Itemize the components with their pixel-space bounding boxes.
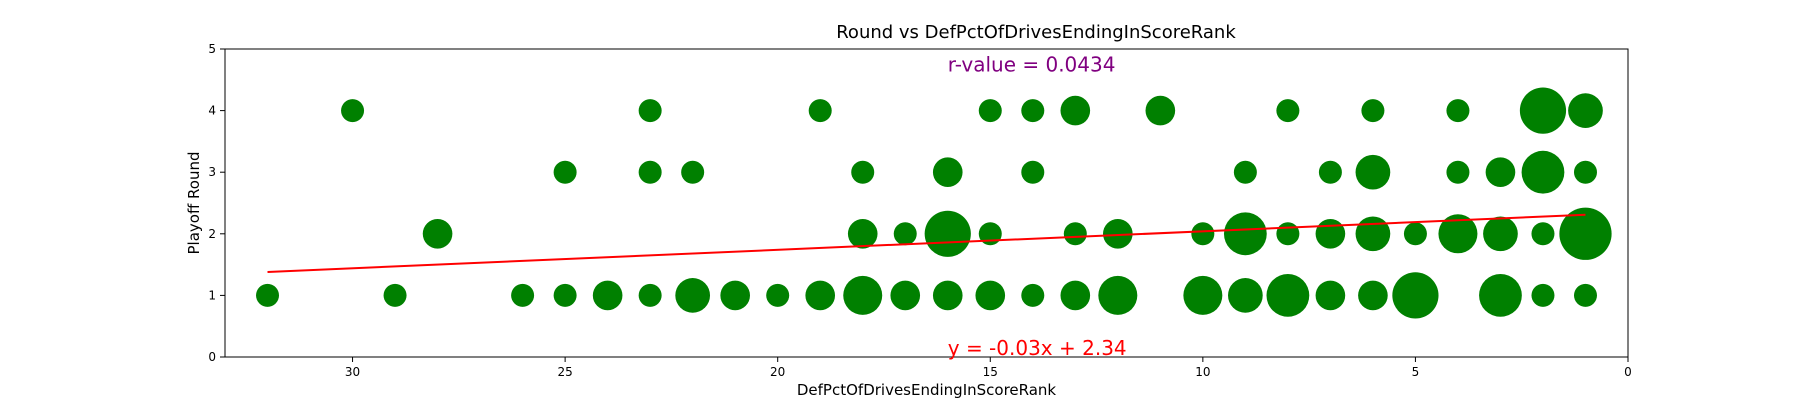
data-point (1021, 160, 1045, 184)
data-point (1355, 154, 1391, 190)
data-point (1531, 222, 1555, 246)
data-point (1315, 280, 1346, 311)
data-point (1483, 216, 1518, 252)
y-tick-label: 5 (208, 42, 216, 56)
x-tick-label: 25 (557, 365, 572, 379)
data-point (1021, 99, 1045, 123)
x-tick-label: 20 (770, 365, 785, 379)
data-point (1446, 160, 1470, 184)
data-point (847, 218, 878, 249)
data-point (1392, 272, 1439, 319)
data-point (1183, 275, 1223, 315)
data-point (843, 275, 883, 315)
data-point (1573, 160, 1597, 184)
x-tick-label: 30 (345, 365, 360, 379)
data-point (1568, 93, 1603, 128)
data-point (1355, 216, 1391, 252)
data-point (511, 283, 535, 307)
data-point (1021, 283, 1045, 307)
data-point (1403, 222, 1427, 246)
data-point (1446, 99, 1470, 123)
data-point (1438, 214, 1478, 254)
fit-layer (267, 213, 1586, 273)
y-tick-label: 4 (208, 104, 216, 118)
points-layer (256, 87, 1612, 319)
data-point (851, 160, 875, 184)
data-point (805, 280, 836, 311)
data-point (1276, 222, 1300, 246)
y-tick-label: 3 (208, 165, 216, 179)
data-point (1060, 95, 1091, 126)
data-point (1060, 280, 1091, 311)
y-tick-label: 1 (208, 288, 216, 302)
x-axis-title: DefPctOfDrivesEndingInScoreRank (797, 381, 1057, 399)
equation-annotation: y = -0.03x + 2.34 (948, 336, 1127, 360)
y-axis-title: Playoff Round (185, 151, 203, 254)
data-point (1233, 160, 1257, 184)
data-point (1358, 280, 1388, 311)
data-point (932, 157, 963, 188)
data-point (890, 280, 921, 311)
x-tick-label: 5 (1412, 365, 1420, 379)
data-point (422, 218, 453, 249)
data-point (975, 280, 1006, 311)
data-point (383, 283, 407, 307)
data-point (638, 160, 662, 184)
data-point (1191, 222, 1215, 246)
y-axis: 0 1 2 3 4 5 (208, 42, 225, 364)
x-tick-label: 10 (1195, 365, 1210, 379)
data-point (932, 280, 963, 311)
data-point (1063, 222, 1087, 246)
data-point (1098, 275, 1138, 315)
data-point (1276, 99, 1300, 123)
data-point (1485, 157, 1516, 188)
data-point (720, 280, 750, 311)
data-point (638, 283, 662, 307)
data-point (1315, 218, 1346, 249)
data-point (1103, 218, 1133, 249)
data-point (553, 283, 577, 307)
chart-title: Round vs DefPctOfDrivesEndingInScoreRank (836, 22, 1236, 43)
data-point (978, 99, 1002, 123)
data-point (1531, 283, 1555, 307)
plot-frame (224, 48, 1629, 358)
data-point (1318, 160, 1342, 184)
data-point (1573, 283, 1597, 307)
data-point (1519, 87, 1567, 134)
regression-line (267, 213, 1586, 273)
data-point (341, 99, 365, 123)
data-point (675, 278, 711, 313)
data-point (808, 99, 832, 123)
data-point (592, 280, 623, 311)
data-point (1361, 99, 1385, 123)
data-point (553, 160, 577, 184)
x-tick-label: 0 (1624, 365, 1632, 379)
data-point (893, 222, 917, 246)
data-point (1145, 95, 1176, 126)
annotations: r-value = 0.0434 y = -0.03x + 2.34 (948, 52, 1127, 359)
data-point (1266, 274, 1310, 317)
data-point (256, 283, 280, 307)
y-tick-label: 2 (208, 227, 216, 241)
data-point (1228, 278, 1263, 313)
x-axis: 30 25 20 15 10 5 0 (345, 357, 1632, 379)
data-point (924, 210, 971, 257)
x-tick-label: 15 (983, 365, 998, 379)
r-value-annotation: r-value = 0.0434 (948, 52, 1116, 76)
data-point (1223, 212, 1267, 256)
data-point (1521, 150, 1565, 194)
data-point (638, 99, 662, 123)
y-tick-label: 0 (208, 350, 216, 364)
data-point (766, 283, 790, 307)
data-point (1479, 274, 1522, 317)
data-point (681, 160, 705, 184)
data-point (1559, 207, 1612, 260)
